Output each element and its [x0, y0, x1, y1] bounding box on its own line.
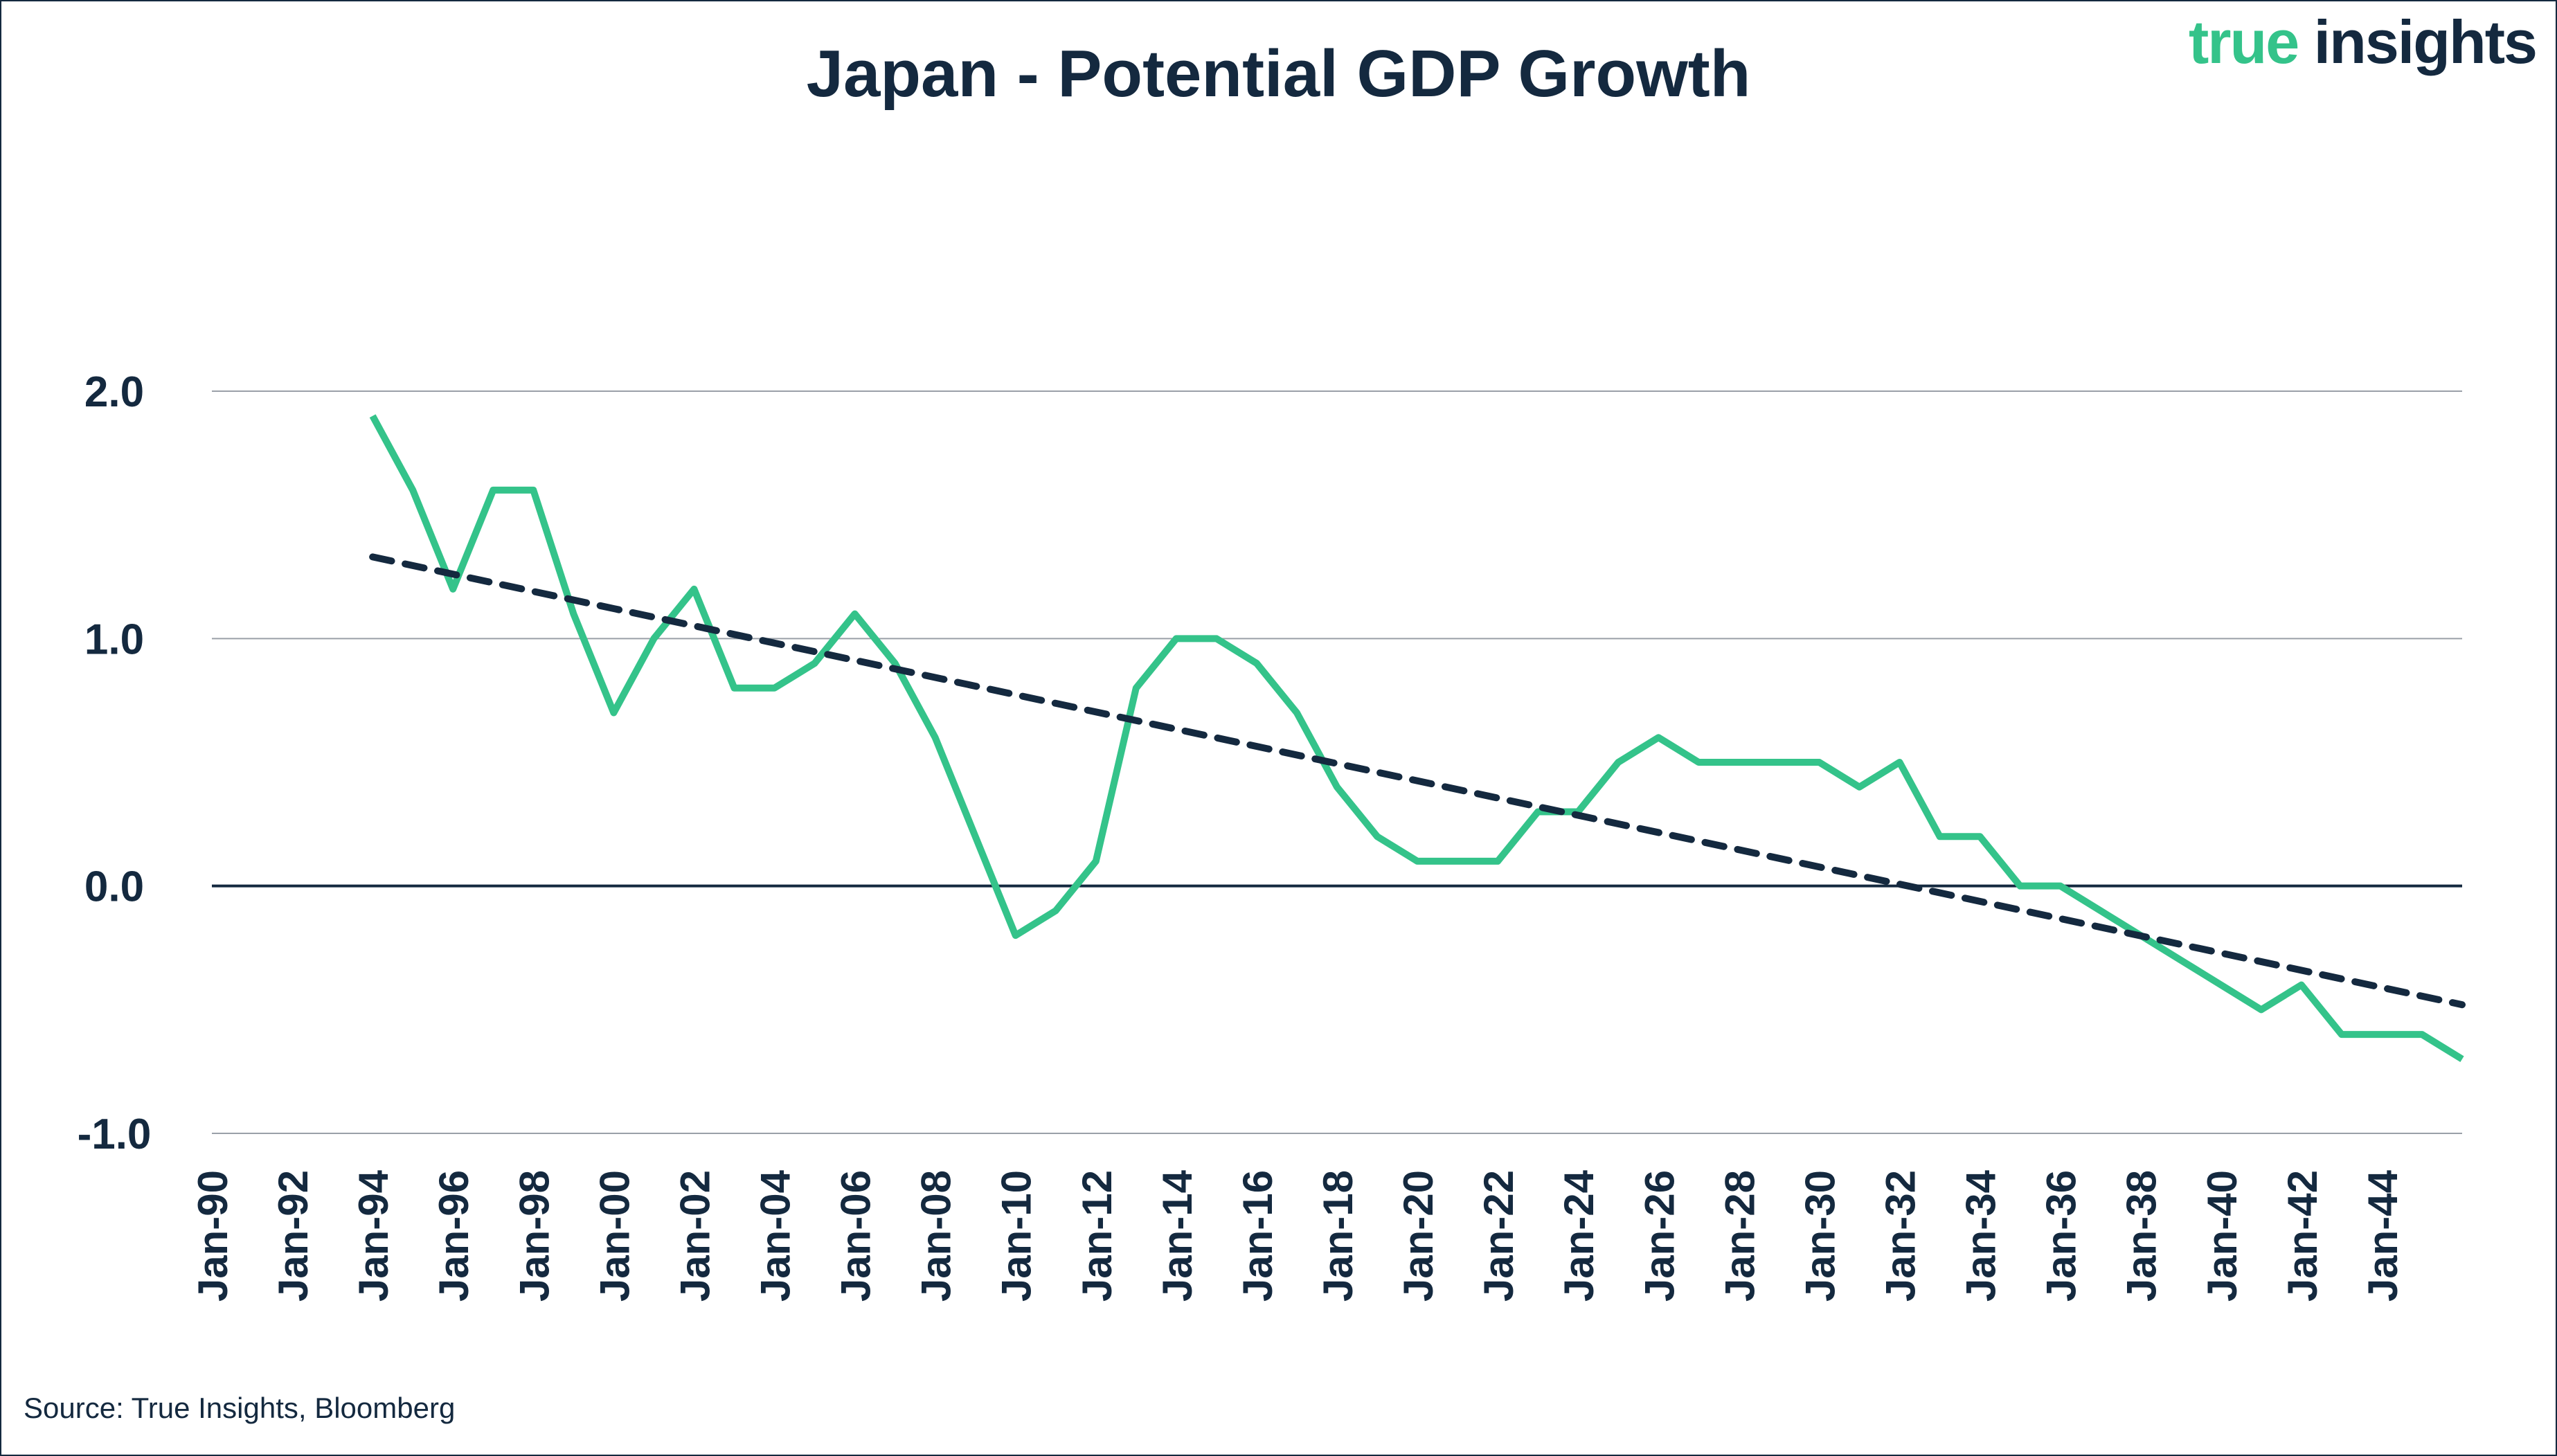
- x-tick-label: Jan-18: [1315, 1170, 1361, 1302]
- x-tick-label: Jan-34: [1958, 1169, 2004, 1302]
- x-tick-label: Jan-06: [833, 1170, 879, 1302]
- x-tick-label: Jan-26: [1636, 1170, 1683, 1302]
- x-tick-label: Jan-16: [1235, 1170, 1281, 1302]
- trend-line: [369, 553, 2466, 1009]
- logo-part-true: true: [2188, 8, 2299, 76]
- y-tick-label: 1.0: [84, 615, 144, 663]
- x-tick-label: Jan-90: [190, 1170, 236, 1302]
- x-tick-label: Jan-12: [1074, 1170, 1120, 1302]
- x-tick-label: Jan-94: [350, 1169, 397, 1302]
- x-tick-label: Jan-14: [1154, 1169, 1201, 1302]
- chart-title: Japan - Potential GDP Growth: [806, 37, 1751, 111]
- x-tick-label: Jan-98: [511, 1170, 557, 1302]
- x-tick-label: Jan-04: [753, 1169, 799, 1302]
- x-tick-label: Jan-40: [2199, 1170, 2245, 1302]
- x-tick-label: Jan-42: [2279, 1170, 2326, 1302]
- x-tick-label: Jan-36: [2038, 1170, 2085, 1302]
- x-tick-label: Jan-28: [1716, 1170, 1763, 1302]
- x-tick-label: Jan-22: [1475, 1170, 1522, 1302]
- source-note: Source: True Insights, Bloomberg: [24, 1392, 456, 1424]
- logo-part-insights: insights: [2298, 8, 2538, 76]
- x-tick-label: Jan-96: [431, 1170, 477, 1302]
- x-tick-label: Jan-32: [1878, 1170, 1924, 1302]
- x-tick-label: Jan-20: [1395, 1170, 1442, 1302]
- x-tick-label: Jan-38: [2119, 1170, 2165, 1302]
- x-tick-label: Jan-24: [1556, 1169, 1602, 1302]
- x-tick-label: Jan-10: [994, 1170, 1040, 1302]
- series-line-potential-gdp: [369, 414, 2464, 1063]
- x-tick-label: Jan-44: [2360, 1169, 2406, 1302]
- x-tick-label: Jan-00: [591, 1170, 638, 1302]
- x-tick-label: Jan-08: [913, 1170, 960, 1302]
- y-tick-label: 2.0: [84, 368, 144, 416]
- y-tick-label: -1.0: [78, 1111, 152, 1158]
- y-tick-label: 0.0: [84, 863, 144, 911]
- x-tick-label: Jan-02: [672, 1170, 718, 1302]
- true-insights-logo: true insights: [2188, 7, 2538, 78]
- x-tick-label: Jan-92: [270, 1170, 316, 1302]
- x-tick-label: Jan-30: [1797, 1170, 1843, 1302]
